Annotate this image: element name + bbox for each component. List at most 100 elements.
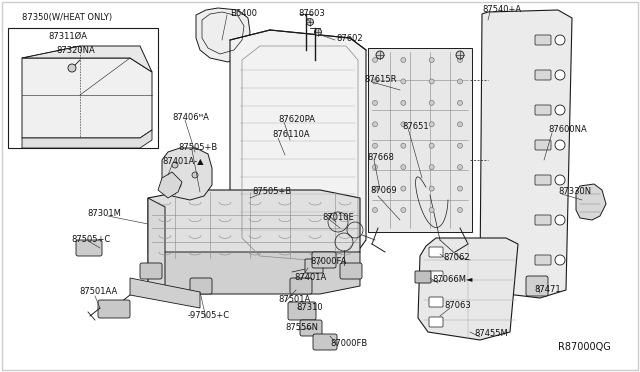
Circle shape [376, 51, 384, 59]
FancyBboxPatch shape [535, 175, 551, 185]
Polygon shape [22, 46, 152, 72]
Circle shape [429, 165, 434, 170]
FancyBboxPatch shape [535, 140, 551, 150]
FancyBboxPatch shape [300, 320, 322, 336]
Circle shape [401, 122, 406, 127]
Circle shape [429, 79, 434, 84]
Text: R87000QG: R87000QG [558, 342, 611, 352]
Circle shape [458, 208, 463, 212]
FancyBboxPatch shape [76, 240, 102, 256]
Text: 87401A: 87401A [294, 273, 326, 282]
FancyBboxPatch shape [140, 263, 162, 279]
Circle shape [307, 19, 314, 26]
Text: 87505+B: 87505+B [178, 142, 217, 151]
Polygon shape [22, 58, 152, 138]
Text: 87615R: 87615R [364, 74, 397, 83]
Text: 87501AA: 87501AA [79, 288, 117, 296]
FancyBboxPatch shape [429, 297, 443, 307]
FancyBboxPatch shape [340, 263, 362, 279]
FancyBboxPatch shape [312, 252, 336, 268]
Text: B6400: B6400 [230, 9, 257, 17]
FancyBboxPatch shape [313, 334, 337, 350]
FancyBboxPatch shape [368, 48, 472, 232]
Text: 87406ᴹA: 87406ᴹA [172, 112, 209, 122]
Circle shape [429, 208, 434, 212]
Text: 87063: 87063 [444, 301, 471, 310]
Circle shape [372, 165, 378, 170]
Circle shape [429, 100, 434, 105]
Circle shape [172, 162, 178, 168]
FancyBboxPatch shape [429, 317, 443, 327]
Circle shape [456, 51, 464, 59]
Text: 87556N: 87556N [285, 323, 318, 331]
Text: 87540+A: 87540+A [482, 4, 521, 13]
Bar [8, 28, 158, 148]
Circle shape [401, 143, 406, 148]
Circle shape [192, 172, 198, 178]
FancyBboxPatch shape [98, 300, 130, 318]
Polygon shape [418, 238, 518, 340]
Text: 87455M: 87455M [474, 328, 508, 337]
Circle shape [401, 165, 406, 170]
Circle shape [458, 79, 463, 84]
Text: 87651: 87651 [402, 122, 429, 131]
Text: 87000FA: 87000FA [310, 257, 346, 266]
Circle shape [372, 58, 378, 62]
Text: 87069: 87069 [370, 186, 397, 195]
Circle shape [372, 143, 378, 148]
FancyBboxPatch shape [535, 105, 551, 115]
Text: 87471: 87471 [534, 285, 561, 294]
Circle shape [555, 175, 565, 185]
Text: 87320NA: 87320NA [56, 45, 95, 55]
Circle shape [429, 143, 434, 148]
Polygon shape [196, 8, 250, 62]
Text: 87010E: 87010E [322, 212, 354, 221]
Circle shape [555, 70, 565, 80]
FancyBboxPatch shape [415, 271, 431, 283]
Polygon shape [22, 130, 152, 148]
Polygon shape [148, 198, 165, 295]
FancyBboxPatch shape [429, 271, 443, 281]
Circle shape [458, 58, 463, 62]
Text: 87330N: 87330N [558, 186, 591, 196]
Text: 87350(W/HEAT ONLY): 87350(W/HEAT ONLY) [22, 13, 112, 22]
Polygon shape [158, 172, 182, 198]
Text: 87000FB: 87000FB [330, 339, 367, 347]
Circle shape [372, 208, 378, 212]
Circle shape [458, 165, 463, 170]
Circle shape [401, 58, 406, 62]
Circle shape [555, 215, 565, 225]
Text: 87620PA: 87620PA [278, 115, 315, 124]
Polygon shape [480, 10, 572, 298]
FancyBboxPatch shape [526, 276, 548, 296]
Text: 87501A: 87501A [278, 295, 310, 304]
Text: 87602: 87602 [336, 33, 363, 42]
Text: 876110A: 876110A [272, 129, 310, 138]
Text: 87505+B: 87505+B [252, 186, 291, 196]
Circle shape [372, 122, 378, 127]
Circle shape [458, 186, 463, 191]
Polygon shape [230, 30, 366, 270]
Circle shape [458, 143, 463, 148]
Circle shape [458, 100, 463, 105]
Polygon shape [576, 184, 606, 220]
Circle shape [458, 122, 463, 127]
Circle shape [372, 79, 378, 84]
Text: 87301M: 87301M [87, 208, 121, 218]
Circle shape [401, 79, 406, 84]
FancyBboxPatch shape [190, 278, 212, 294]
Circle shape [372, 186, 378, 191]
FancyBboxPatch shape [305, 259, 323, 273]
Text: 87603: 87603 [298, 9, 324, 17]
Text: 87066M◄: 87066M◄ [432, 275, 472, 283]
Circle shape [401, 186, 406, 191]
Circle shape [175, 182, 181, 188]
Text: 87505+C: 87505+C [71, 234, 110, 244]
Polygon shape [130, 278, 200, 308]
Circle shape [555, 255, 565, 265]
FancyBboxPatch shape [535, 215, 551, 225]
Text: 87600NA: 87600NA [548, 125, 587, 134]
Text: -97505+C: -97505+C [188, 311, 230, 320]
Circle shape [68, 64, 76, 72]
Circle shape [555, 105, 565, 115]
